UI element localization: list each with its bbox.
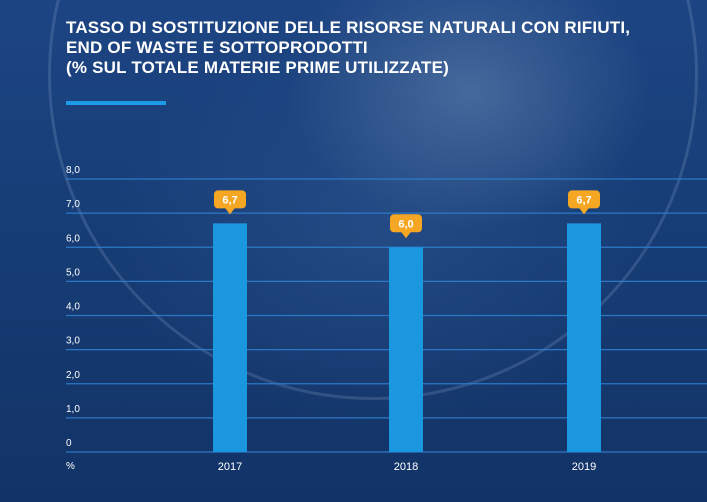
data-label: 6,0 [398,218,413,230]
y-tick-label: 2,0 [66,370,80,381]
y-tick-label: 8,0 [66,165,80,176]
bar [213,223,247,452]
x-tick-label: 2018 [394,461,418,473]
y-tick-label: 7,0 [66,199,80,210]
title-accent-rule [66,101,166,105]
y-tick-label: 3,0 [66,336,80,347]
chart-title-line-3: (% SUL TOTALE MATERIE PRIME UTILIZZATE) [66,58,450,77]
y-tick-label: 4,0 [66,302,80,313]
x-tick-label: 2017 [218,461,242,473]
y-tick-label: 6,0 [66,233,80,244]
chart-title: TASSO DI SOSTITUZIONE DELLE RISORSE NATU… [66,18,696,78]
chart-title-line-2: END OF WASTE E SOTTOPRODOTTI [66,38,368,57]
bar [567,223,601,452]
data-label-pointer [579,207,589,215]
data-label-badge [568,190,600,209]
data-label: 6,7 [576,194,591,206]
bar [389,247,423,452]
chart-title-line-1: TASSO DI SOSTITUZIONE DELLE RISORSE NATU… [66,18,631,37]
x-tick-label: 2019 [572,461,596,473]
y-tick-label: 1,0 [66,404,80,415]
data-label: 6,7 [222,194,237,206]
y-tick-label: 5,0 [66,267,80,278]
data-label-badge [390,214,422,233]
data-label-pointer [225,207,235,215]
data-label-pointer [401,231,411,239]
y-tick-label: 0 [66,438,72,449]
data-label-badge [214,190,246,209]
y-axis-unit-label: % [66,461,75,472]
